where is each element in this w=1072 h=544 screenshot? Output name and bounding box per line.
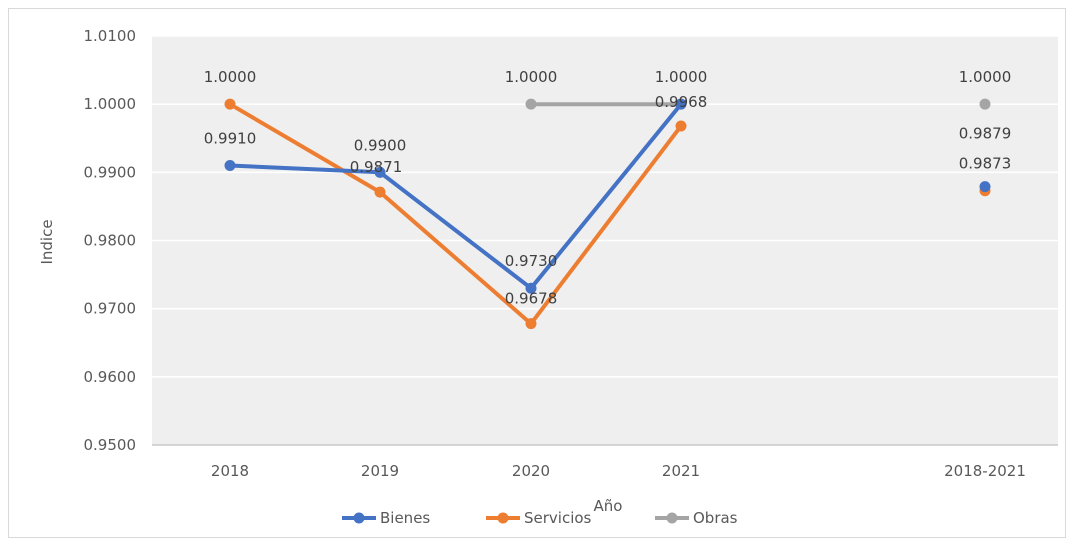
bienes-data-label: 0.9910	[204, 130, 257, 148]
servicios-data-label: 0.9678	[505, 290, 558, 308]
obras-data-label: 1.0000	[505, 68, 558, 86]
x-axis-title: Año	[594, 497, 623, 515]
servicios-series-line	[228, 102, 683, 326]
x-axis-ticks: 2018 2019 2020 2021 2018-2021	[211, 462, 1026, 480]
bienes-data-label: 0.9879	[959, 125, 1012, 143]
obras-point	[979, 98, 991, 110]
y-axis-ticks: 0.9500 0.9600 0.9700 0.9800 0.9900 1.0000 1.01…	[84, 27, 137, 454]
x-tick-label: 2020	[512, 462, 550, 480]
bienes-point	[525, 282, 537, 294]
servicios-point	[525, 318, 537, 330]
servicios-data-label: 0.9968	[655, 93, 708, 111]
obras-point	[525, 98, 537, 110]
legend: Bienes Servicios Obras	[342, 509, 738, 527]
y-tick-label: 1.0100	[84, 27, 137, 45]
obras-legend-label: Obras	[693, 509, 738, 527]
bienes-data-label: 1.0000	[655, 68, 708, 86]
y-tick-label: 0.9900	[84, 163, 137, 181]
servicios-point	[224, 98, 236, 110]
bienes-legend-marker	[353, 512, 365, 524]
servicios-data-label: 0.9873	[959, 155, 1012, 173]
y-tick-label: 1.0000	[84, 95, 137, 113]
bienes-series-line	[228, 102, 683, 291]
x-tick-label: 2021	[662, 462, 700, 480]
bienes-point	[979, 181, 991, 193]
chart-frame	[8, 8, 1066, 538]
series-group	[224, 98, 991, 330]
bienes-point	[675, 98, 687, 110]
obras-legend-marker	[666, 512, 678, 524]
servicios-data-label: 0.9871	[350, 158, 403, 176]
bienes-point	[374, 166, 386, 178]
y-tick-label: 0.9800	[84, 232, 137, 250]
y-tick-label: 0.9700	[84, 300, 137, 318]
servicios-point	[374, 186, 386, 198]
bienes-legend-label: Bienes	[380, 509, 430, 527]
servicios-legend-marker	[497, 512, 509, 524]
bienes-point	[224, 160, 236, 172]
bienes-data-label: 0.9900	[354, 136, 407, 154]
data-labels: 0.9910 0.9900 0.9730 1.0000 0.9879 1.0000 0.98…	[204, 68, 1012, 307]
bienes-data-label: 0.9730	[505, 252, 558, 270]
x-tick-label: 2018	[211, 462, 249, 480]
x-tick-label: 2019	[361, 462, 399, 480]
x-tick-label: 2018-2021	[944, 462, 1026, 480]
obras-data-label: 1.0000	[959, 68, 1012, 86]
y-tick-label: 0.9500	[84, 436, 137, 454]
y-axis-title: Indice	[38, 219, 56, 264]
y-tick-label: 0.9600	[84, 368, 137, 386]
servicios-point	[675, 120, 687, 132]
servicios-legend-label: Servicios	[524, 509, 592, 527]
servicios-data-label: 1.0000	[204, 68, 257, 86]
